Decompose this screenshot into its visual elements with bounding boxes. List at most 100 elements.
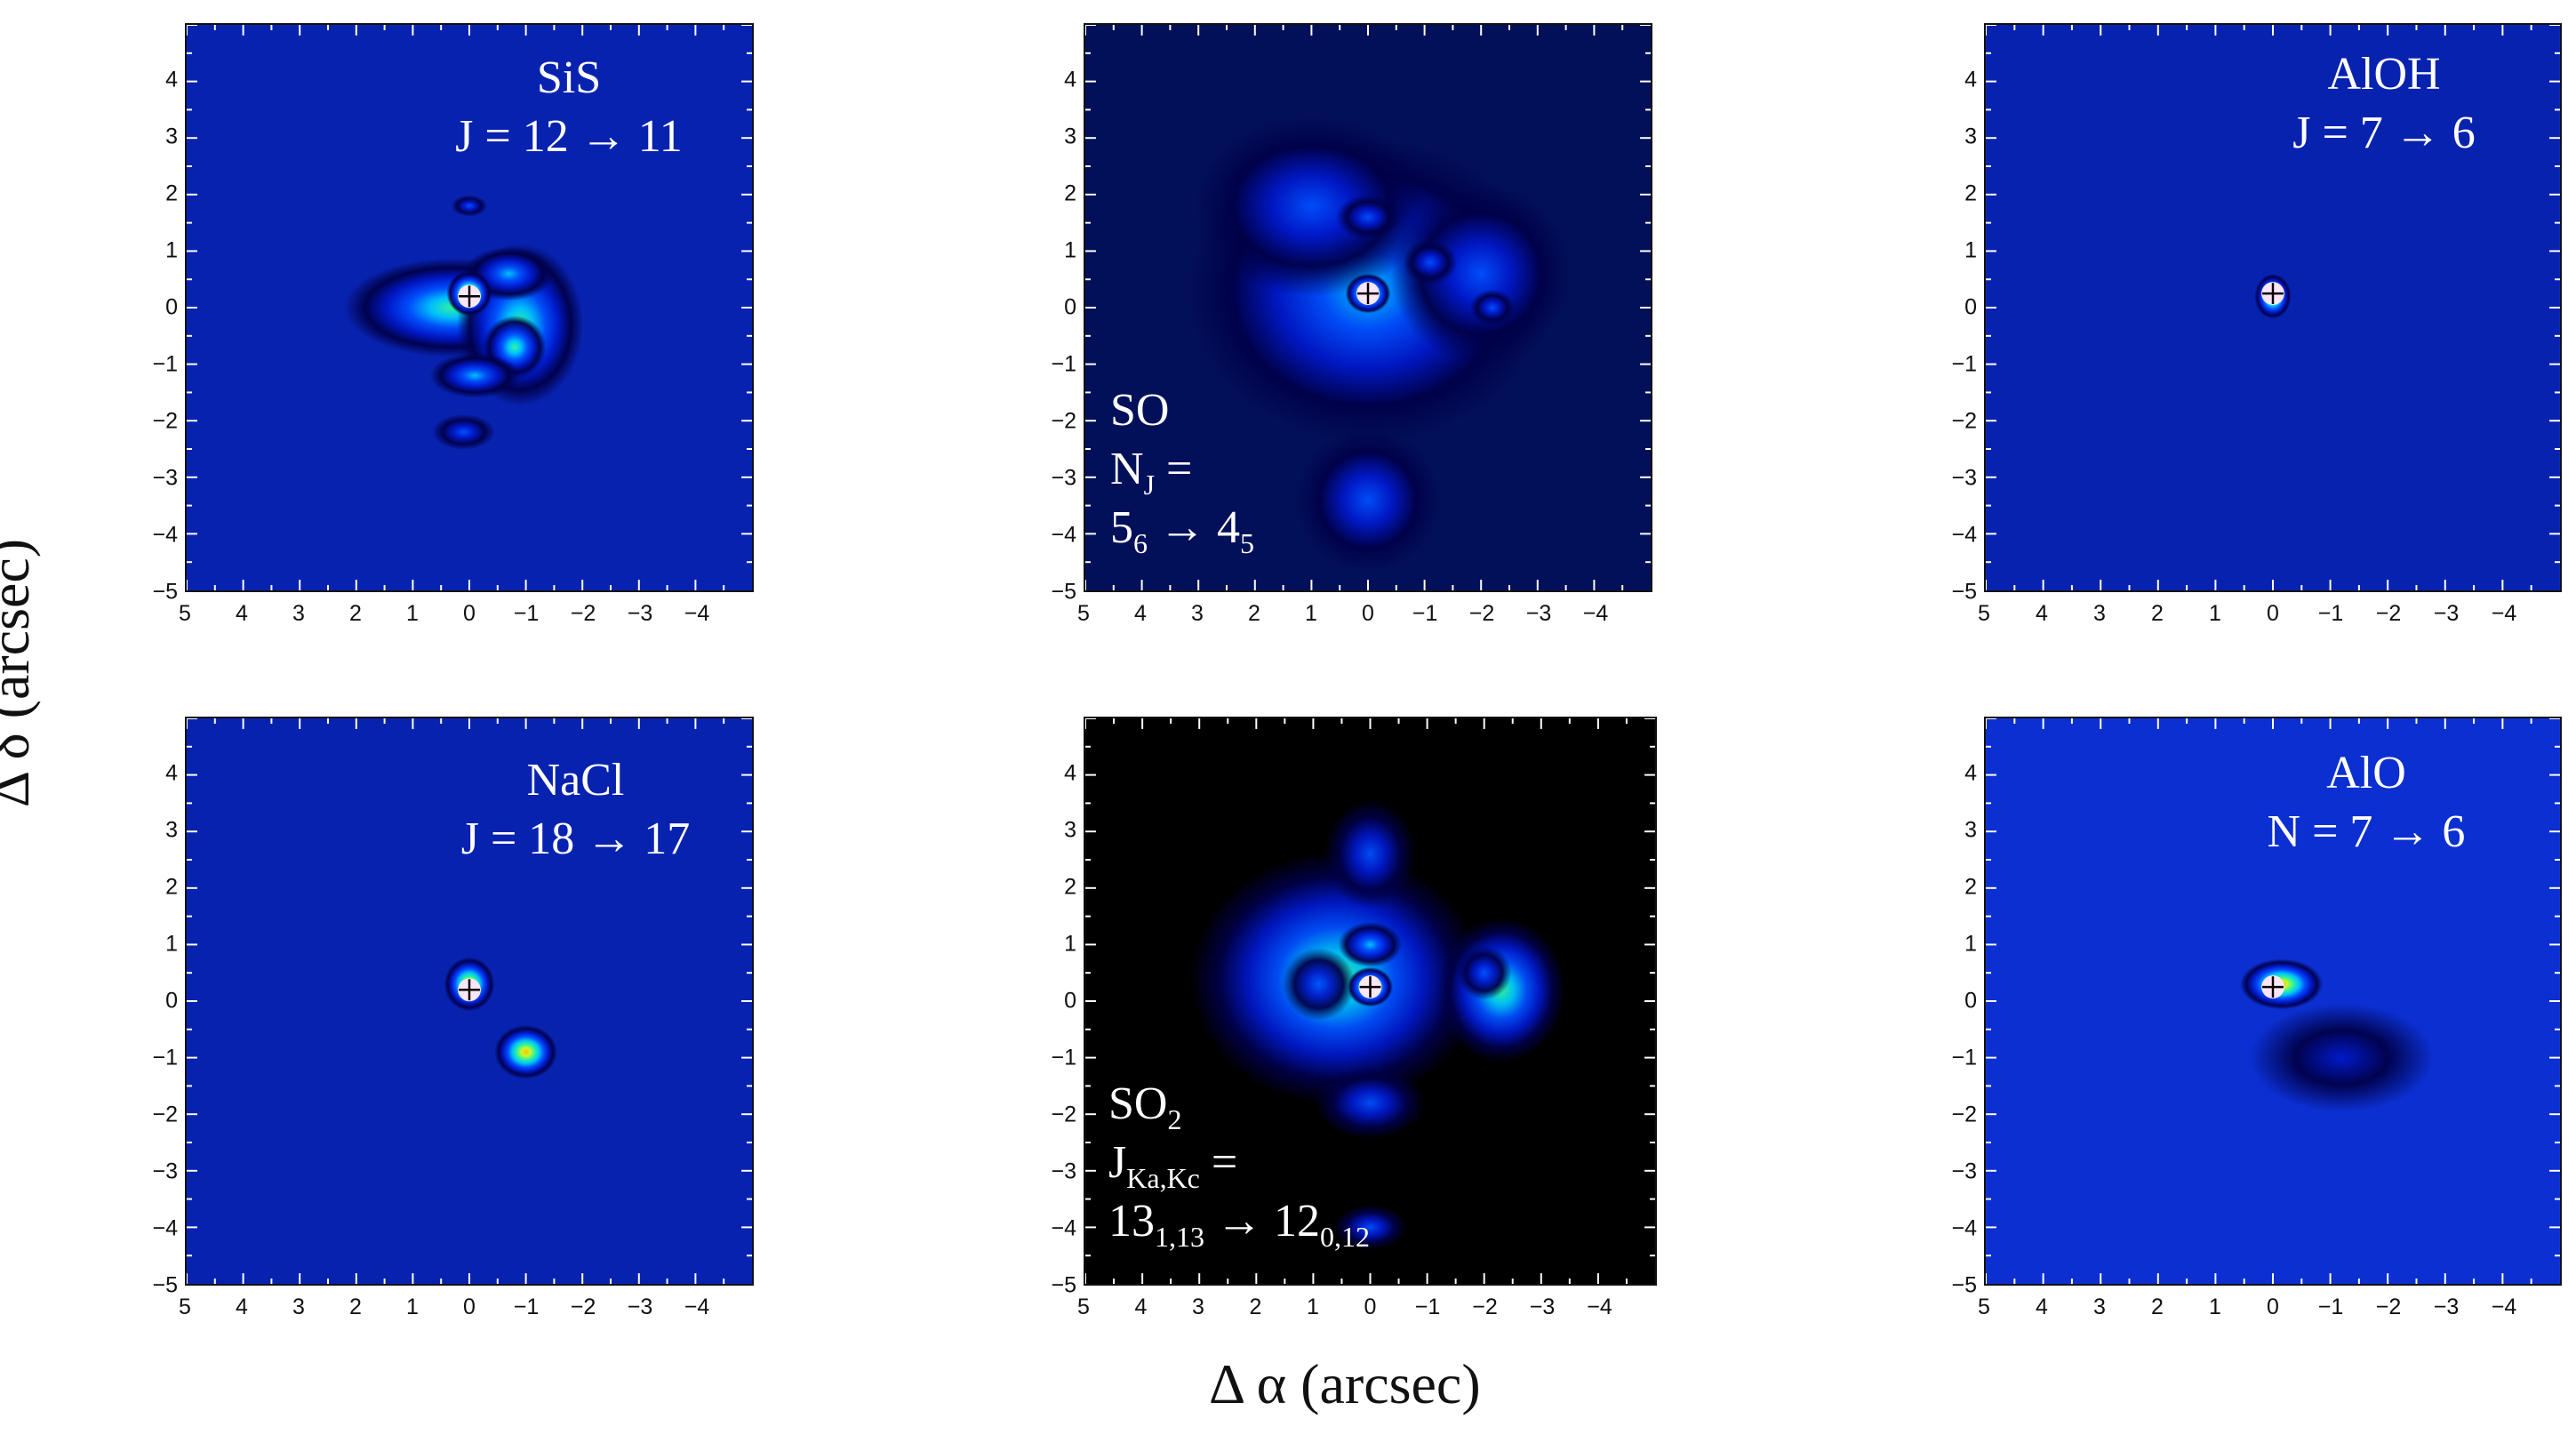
y-tick-label: −4 — [1051, 522, 1076, 548]
y-tick-label: 3 — [165, 124, 178, 149]
y-tick-label: 4 — [1064, 67, 1076, 92]
y-tick-label: −2 — [1951, 1102, 1977, 1127]
transition-label-line: NJ = — [1110, 444, 1193, 501]
y-tick-label: −1 — [1051, 351, 1076, 377]
x-tick-label: −3 — [2433, 1295, 2460, 1319]
x-tick-label: 0 — [2267, 1295, 2279, 1319]
emission-clump — [1282, 948, 1356, 1021]
x-tick-label: −2 — [2375, 1295, 2402, 1319]
x-tick-label: −1 — [2317, 601, 2344, 626]
x-tick-label: −1 — [1414, 1295, 1441, 1319]
y-tick-label: −2 — [152, 1102, 178, 1127]
x-tick-label: 0 — [1362, 601, 1374, 626]
axis-frame — [1986, 718, 2560, 1284]
emission-clump — [1403, 239, 1458, 285]
panel-alo: 5 4 3 2 1 0 −1 −2 −3 −4 4 3 2 1 0 −1 −2 −3 −4 −5 AlO N = 7 → … — [1951, 717, 2562, 1319]
x-tick-label: −4 — [684, 1295, 710, 1319]
emission-clump — [1390, 183, 1572, 365]
emission-clump — [1295, 427, 1441, 573]
y-tick-label: 4 — [1964, 760, 1977, 786]
y-tick-label: 2 — [1064, 874, 1076, 900]
y-tick-label: 2 — [165, 874, 178, 900]
y-tick-label: −2 — [1051, 1102, 1076, 1127]
x-tick-label: 1 — [406, 601, 419, 626]
x-tick-label: 3 — [292, 601, 305, 626]
x-tick-label: 4 — [2036, 1295, 2048, 1319]
emission-clump — [2250, 1003, 2434, 1112]
y-tick-label: 3 — [1064, 817, 1076, 843]
x-tick-label: 0 — [463, 601, 476, 626]
y-tick-label: −1 — [152, 1045, 178, 1070]
emission-clump — [493, 1024, 558, 1079]
y-tick-label: −4 — [1051, 1215, 1076, 1241]
x-axis-title: Δ α (arcsec) — [1209, 1352, 1481, 1415]
x-tick-label: 1 — [2209, 1295, 2221, 1319]
y-tick-label: −5 — [1951, 579, 1977, 605]
y-tick-label: 0 — [1964, 294, 1977, 320]
intensity-map — [1986, 718, 2560, 1284]
axis-frame — [1085, 25, 1651, 590]
y-tick-label: 2 — [1964, 180, 1977, 206]
x-tick-label: 5 — [1077, 1295, 1090, 1319]
transition-label: SiS J = 12 → 11 — [418, 55, 720, 172]
x-tick-label: 4 — [2036, 601, 2048, 626]
y-tick-label: 1 — [1064, 237, 1076, 263]
y-tick-label: 1 — [165, 237, 178, 263]
y-tick-label: 0 — [1064, 294, 1076, 320]
transition-label: AlOH J = 7 → 6 — [2224, 52, 2544, 169]
axis-frame — [1085, 718, 1655, 1284]
x-tick-label: −4 — [1587, 1295, 1612, 1319]
y-tick-label: 0 — [1964, 988, 1977, 1014]
y-tick-label: 3 — [1964, 124, 1977, 149]
y-tick-label: −1 — [152, 351, 178, 377]
x-tick-label: 4 — [236, 601, 248, 626]
x-tick-label: 2 — [349, 1295, 362, 1319]
x-tick-label: −3 — [627, 601, 653, 626]
x-tick-label: −2 — [570, 1295, 596, 1319]
emission-clump — [1194, 115, 1429, 297]
emission-clump — [1333, 1204, 1407, 1250]
y-axis-title: Δ δ (arcsec) — [0, 538, 42, 807]
x-tick-label: 0 — [463, 1295, 476, 1319]
transition-label-line: J = 12 → 11 — [455, 111, 683, 162]
y-tick-label: −4 — [152, 522, 178, 548]
y-tick-label: −3 — [1051, 465, 1076, 491]
axis-frame — [187, 25, 752, 590]
intensity-map — [1986, 25, 2560, 590]
y-tick-label: 3 — [1064, 124, 1076, 149]
intensity-map — [1085, 718, 1655, 1284]
emission-clump — [429, 352, 521, 398]
x-tick-label: 3 — [2093, 601, 2106, 626]
map-so2 — [1084, 717, 1657, 1286]
y-tick-label: −5 — [152, 1272, 178, 1298]
emission-clump — [1469, 289, 1516, 326]
x-tick-label: −1 — [513, 1295, 540, 1319]
transition-label-line: 131,13 → 120,12 — [1108, 1196, 1370, 1253]
panel-so: 5 4 3 2 1 0 −1 −2 −3 −4 4 3 2 1 0 −1 −2 −3 −4 −5 SO NJ = 56 →… — [1051, 23, 1652, 626]
y-tick-label: −2 — [152, 408, 178, 434]
x-tick-label: −2 — [2375, 601, 2402, 626]
y-tick-label: −4 — [1951, 522, 1977, 548]
x-tick-label: −4 — [2491, 601, 2517, 626]
x-tick-label: −3 — [1525, 601, 1552, 626]
y-tick-label: −5 — [1051, 1272, 1076, 1298]
map-so — [1084, 23, 1652, 592]
x-tick-label: 4 — [1134, 1295, 1148, 1319]
x-tick-label: −2 — [1472, 1295, 1498, 1319]
y-tick-label: −3 — [1051, 1158, 1076, 1184]
y-tick-label: −2 — [1951, 408, 1977, 434]
y-tick-label: 2 — [1964, 874, 1977, 900]
map-aloh — [1984, 23, 2562, 592]
transition-label-line: AlO — [2326, 748, 2406, 798]
transition-label-line: NaCl — [526, 755, 625, 806]
x-tick-label: −3 — [627, 1295, 653, 1319]
x-tick-label: 1 — [406, 1295, 419, 1319]
transition-label-line: N = 7 → 6 — [2267, 806, 2466, 857]
map-sis — [185, 23, 754, 592]
y-tick-label: −3 — [152, 1158, 178, 1184]
y-tick-label: 1 — [1964, 931, 1977, 957]
x-tick-label: −2 — [1468, 601, 1495, 626]
x-tick-label: 2 — [1249, 1295, 1262, 1319]
emission-clump — [432, 413, 496, 451]
y-tick-label: 1 — [1064, 931, 1076, 957]
